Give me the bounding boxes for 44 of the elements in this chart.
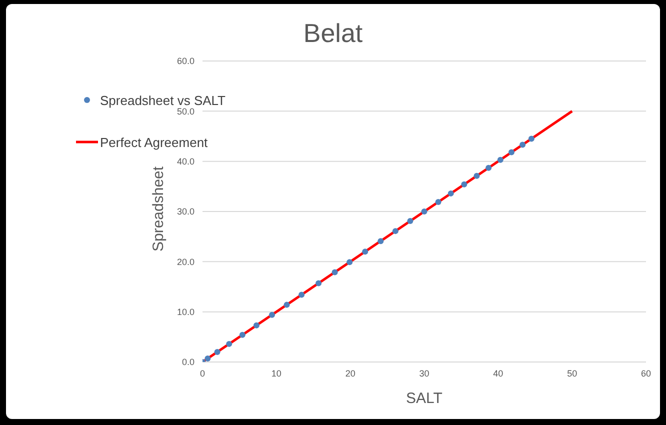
point <box>508 149 514 156</box>
point <box>214 348 220 355</box>
point <box>461 181 468 188</box>
point <box>316 280 322 286</box>
x-tick-label: 0 <box>200 368 206 378</box>
point <box>486 164 492 171</box>
x-tick-label: 40 <box>493 368 504 378</box>
x-tick-label: 10 <box>271 368 282 378</box>
point <box>362 248 368 255</box>
y-axis-title: Spreadsheet <box>150 166 167 252</box>
point <box>497 156 504 163</box>
point <box>448 190 454 196</box>
x-tick-label: 60 <box>640 368 652 378</box>
y-tick-label: 20.0 <box>176 256 194 267</box>
point <box>528 136 534 142</box>
point <box>346 259 353 266</box>
point <box>268 312 275 318</box>
point <box>226 340 232 347</box>
y-tick-label: 0.0 <box>182 357 194 368</box>
point <box>204 355 211 362</box>
y-tick-label: 10.0 <box>176 307 194 318</box>
x-tick-label: 20 <box>345 368 356 378</box>
y-tick-label: 30.0 <box>176 206 194 217</box>
x-axis-title: SALT <box>406 390 442 407</box>
point <box>520 142 526 148</box>
point <box>435 198 442 205</box>
point <box>407 218 414 224</box>
y-tick-label: 40.0 <box>176 156 194 167</box>
point <box>392 228 398 234</box>
y-tick-label: 50.0 <box>176 106 194 116</box>
point <box>253 322 260 328</box>
legend-label: Spreadsheet vs SALT <box>100 92 226 108</box>
x-tick-label: 30 <box>419 368 430 378</box>
point <box>332 269 338 276</box>
point <box>284 302 290 308</box>
legend-label: Perfect Agreement <box>100 134 208 150</box>
chart-title: Belat <box>302 18 364 49</box>
point <box>474 172 480 179</box>
point <box>298 292 305 298</box>
point <box>421 208 428 214</box>
point <box>239 332 246 338</box>
x-tick-label: 50 <box>567 368 578 378</box>
point <box>378 238 384 244</box>
y-tick-label: 60.0 <box>176 56 194 66</box>
